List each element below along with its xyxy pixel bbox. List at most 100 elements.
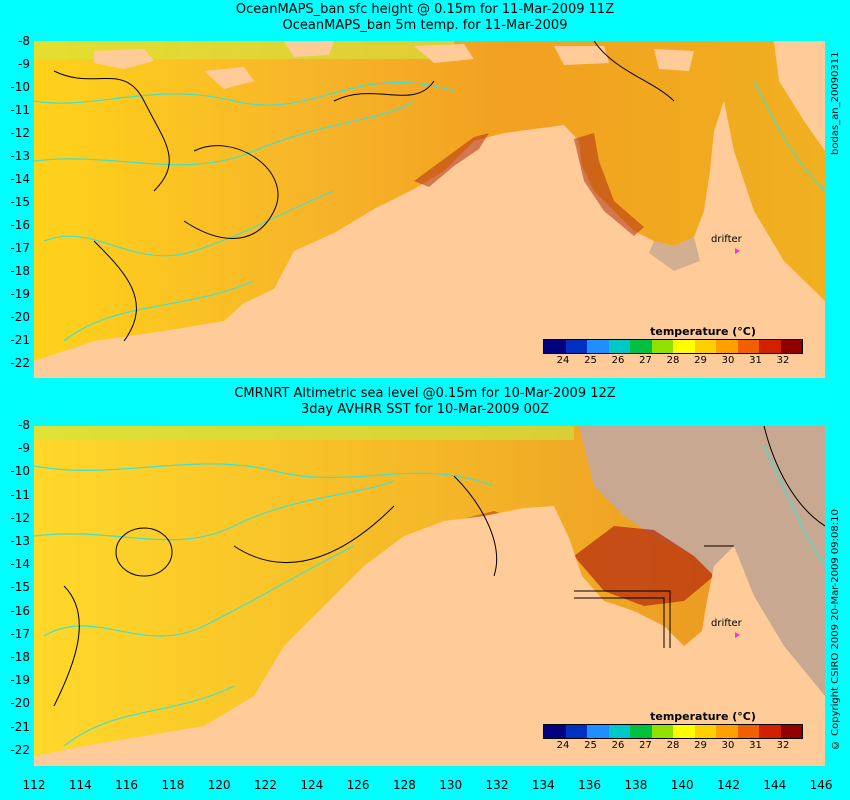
colorbar-tick-label: 30 (721, 355, 735, 366)
colorbar-swatch (673, 340, 695, 353)
bottom-map-panel (34, 426, 825, 766)
lon-label: 118 (161, 778, 185, 792)
colorbar-tick-label: 31 (749, 740, 762, 751)
colorbar-swatch (651, 340, 673, 353)
colorbar-swatch (608, 340, 630, 353)
lat-label: -21 (10, 719, 30, 734)
colorbar-swatch (694, 725, 716, 738)
colorbar-swatch (673, 725, 695, 738)
lon-label: 144 (763, 778, 787, 792)
colorbar (543, 339, 803, 354)
legend-title: temperature (°C) (650, 325, 756, 338)
lon-label: 142 (717, 778, 740, 792)
colorbar-swatch (630, 340, 652, 353)
legend-bottom: temperature (°C) 24 25 26 27 28 29 30 31 32 (543, 710, 803, 753)
colorbar-swatch (544, 340, 566, 353)
colorbar (543, 724, 803, 739)
colorbar-tick-label: 29 (694, 355, 707, 366)
colorbar-swatch (716, 340, 738, 353)
lon-label: 130 (439, 778, 463, 792)
colorbar-tick-label: 31 (749, 355, 762, 366)
lat-label: -13 (10, 534, 30, 548)
lon-label: 114 (68, 778, 92, 792)
lat-label: -18 (10, 650, 30, 664)
colorbar-tick-label: 32 (776, 355, 790, 366)
colorbar-swatch (587, 725, 609, 738)
lat-label: -16 (10, 603, 30, 618)
colorbar-tick-label: 25 (584, 355, 597, 366)
bottom-title-line1: CMRNRT Altimetric sea level @0.15m for 1… (234, 386, 616, 401)
top-side-label: bodas_an_20090311 (830, 51, 841, 155)
legend-title: temperature (°C) (650, 710, 756, 723)
colorbar-swatch (565, 725, 587, 738)
colorbar-tick-label: 30 (721, 740, 735, 751)
bottom-title-line2: 3day AVHRR SST for 10-Mar-2009 00Z (300, 402, 550, 417)
colorbar-swatch (565, 340, 587, 353)
colorbar-tick-label: 32 (776, 740, 790, 751)
colorbar-ticks: 24 25 26 27 28 29 30 31 32 (543, 739, 803, 753)
lat-label: -8 (18, 418, 30, 432)
top-title-line2: OceanMAPS_ban 5m temp. for 11-Mar-2009 (282, 18, 568, 33)
lat-label: -11 (10, 487, 30, 502)
colorbar-swatch (780, 725, 802, 738)
australia-land (34, 101, 825, 378)
lon-label: 140 (670, 778, 694, 792)
lat-label: -14 (10, 557, 30, 572)
lat-label: -21 (10, 333, 30, 347)
colorbar-swatch (630, 725, 652, 738)
lat-label: -14 (10, 172, 30, 186)
colorbar-tick-label: 27 (639, 740, 652, 751)
australia-land (34, 506, 825, 766)
colorbar-ticks: 24 25 26 27 28 29 30 31 32 (543, 354, 803, 368)
colorbar-tick-label: 26 (611, 355, 625, 366)
cyan-contours (34, 445, 825, 747)
colorbar-tick-label: 27 (639, 355, 652, 366)
colorbar-swatch (694, 340, 716, 353)
lat-label: -18 (10, 264, 30, 278)
colorbar-swatch (716, 725, 738, 738)
lon-label: 134 (531, 778, 555, 792)
colorbar-tick-label: 28 (666, 355, 680, 366)
lon-label: 126 (346, 778, 370, 792)
bottom-side-label: © Copyright CSIRO 2009 20-Mar-2009 09:08… (830, 509, 841, 750)
drifter-marker (735, 632, 740, 638)
lat-label: -10 (10, 80, 30, 94)
drifter-label: drifter (711, 234, 742, 245)
cyan-contours (34, 80, 825, 342)
lat-label: -19 (10, 287, 30, 301)
lat-label: -10 (10, 464, 30, 479)
colorbar-tick-label: 28 (666, 740, 680, 751)
colorbar-swatch (737, 340, 759, 353)
colorbar-swatch (759, 340, 781, 353)
lat-label: -17 (10, 241, 30, 255)
lat-label: -12 (10, 510, 30, 525)
lon-label: 116 (115, 778, 139, 792)
colorbar-tick-label: 29 (694, 740, 707, 751)
colorbar-tick-label: 24 (556, 740, 570, 751)
lat-label: -11 (10, 103, 30, 117)
lon-label: 128 (392, 778, 416, 792)
legend-top: temperature (°C) 24 25 26 27 28 29 30 31 32 (543, 325, 803, 368)
lon-label: 132 (485, 778, 509, 792)
colorbar-swatch (759, 725, 781, 738)
lat-label: -22 (10, 742, 30, 757)
colorbar-swatch (651, 725, 673, 738)
top-title-line1: OceanMAPS_ban sfc height @ 0.15m for 11-… (235, 2, 615, 17)
lon-label: 146 (809, 778, 833, 792)
lat-label: -17 (10, 626, 30, 641)
lat-label: -19 (10, 673, 30, 688)
black-contours (53, 426, 825, 707)
top-map-panel (34, 41, 825, 378)
black-contours (53, 41, 675, 342)
lon-label: 124 (300, 778, 324, 792)
lat-label: -8 (18, 34, 30, 48)
colorbar-swatch (737, 725, 759, 738)
drifter-label: drifter (711, 618, 742, 629)
lon-label: 138 (624, 778, 648, 792)
lat-label: -12 (10, 126, 30, 140)
lat-label: -9 (18, 441, 30, 456)
colorbar-swatch (587, 340, 609, 353)
colorbar-tick-label: 26 (611, 740, 625, 751)
lon-label: 122 (254, 778, 277, 792)
lat-label: -9 (18, 57, 30, 71)
